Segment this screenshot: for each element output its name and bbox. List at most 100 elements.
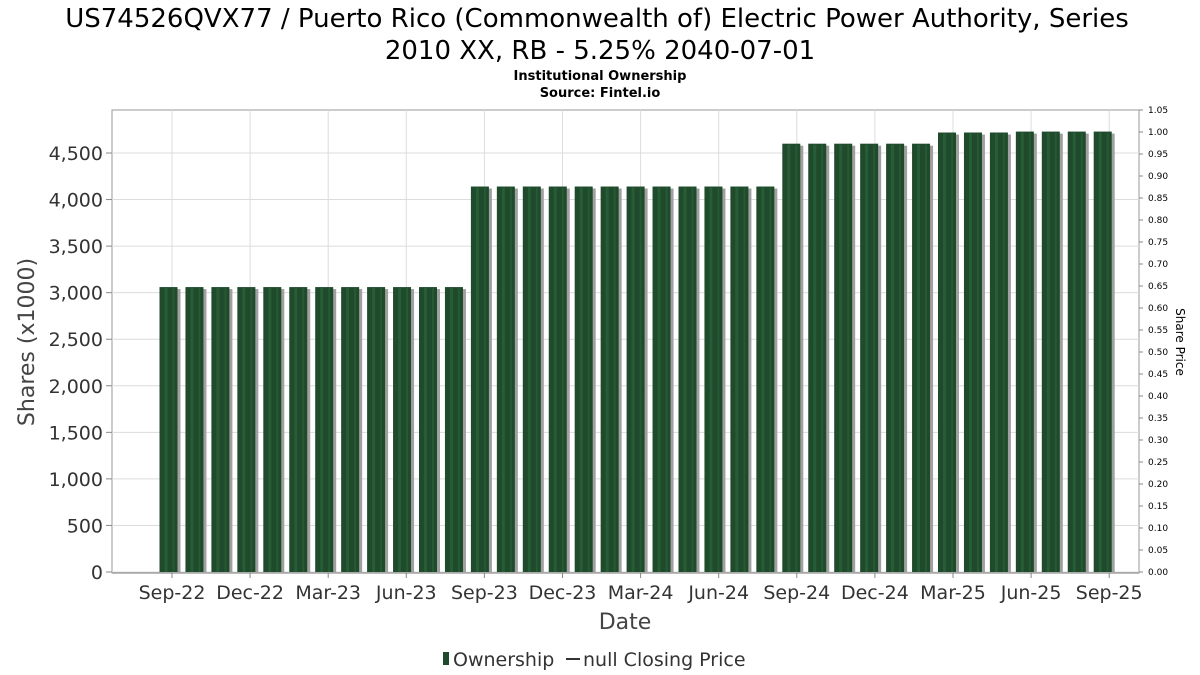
ownership-bar: [704, 186, 723, 572]
bar-highlight: [432, 288, 434, 572]
bar-highlight: [190, 288, 194, 572]
bar-highlight: [372, 288, 376, 572]
bar-highlight: [631, 187, 635, 572]
ownership-bar: [989, 132, 1008, 572]
x-axis-label: Date: [599, 610, 652, 635]
bar-highlight: [509, 187, 512, 572]
ownership-bar: [159, 287, 178, 572]
ownership-bar: [1015, 131, 1034, 572]
ownership-bar: [393, 287, 412, 572]
bar-highlight: [501, 187, 505, 572]
bar-highlight: [717, 187, 720, 572]
bar-highlight: [553, 187, 557, 572]
bar-highlight: [294, 288, 298, 572]
y2-tick-label: 0.50: [1148, 348, 1168, 358]
bar-highlight: [865, 144, 869, 572]
y-tick-label: 2,000: [49, 376, 103, 398]
bar-highlight: [164, 288, 168, 572]
bar-highlight: [873, 144, 876, 572]
bar-highlight: [639, 187, 642, 572]
ownership-bar: [963, 132, 982, 572]
ownership-bar: [574, 186, 593, 572]
y-tick-label: 0: [91, 562, 103, 584]
y2-tick-label: 0.95: [1148, 150, 1168, 160]
y2-tick-label: 0.45: [1148, 370, 1168, 380]
y2-tick-label: 0.15: [1148, 502, 1168, 512]
x-tick-label: Sep-22: [139, 582, 206, 604]
bar-highlight: [769, 187, 772, 572]
bar-highlight: [657, 187, 661, 572]
legend-ownership-label: Ownership: [453, 649, 554, 671]
bar-highlight: [951, 133, 953, 572]
bar-highlight: [735, 187, 739, 572]
x-tick-label: Dec-22: [216, 582, 284, 604]
bar-highlight: [1080, 132, 1083, 572]
bar-highlight: [527, 187, 531, 572]
ownership-bar: [1093, 131, 1112, 572]
x-tick-label: Sep-24: [763, 582, 830, 604]
y2-tick-label: 1.00: [1148, 128, 1168, 138]
right-y-axis: 0.00 0.05 0.10 0.15 0.20 0.25 0.30 0.35 0.40 0.45…: [1139, 106, 1168, 578]
ownership-bar: [237, 287, 256, 572]
bar-highlight: [250, 288, 253, 572]
y-axis-label: Shares (x1000): [15, 258, 40, 426]
y-tick-label: 2,500: [49, 329, 103, 351]
bar-highlight: [535, 187, 538, 572]
ownership-bar: [1067, 131, 1086, 572]
bar-highlight: [743, 187, 746, 572]
x-tick-label: Jun-23: [375, 582, 437, 604]
y-tick-label: 1,500: [49, 422, 103, 444]
bar-highlight: [424, 288, 427, 572]
y2-tick-label: 0.20: [1148, 480, 1168, 490]
bar-highlight: [328, 288, 331, 572]
y-tick-label: 4,000: [49, 190, 103, 212]
y2-tick-label: 0.70: [1148, 260, 1168, 270]
ownership-bar: [444, 287, 463, 572]
bar-highlight: [709, 187, 713, 572]
chart-source: Source: Fintel.io: [540, 86, 661, 101]
bar-highlight: [605, 187, 609, 572]
bar-highlight: [1098, 132, 1102, 572]
ownership-bar: [834, 143, 853, 572]
y2-tick-label: 0.40: [1148, 392, 1168, 402]
y2-tick-label: 1.05: [1148, 106, 1168, 116]
y2-tick-label: 0.05: [1148, 546, 1168, 556]
y-tick-label: 1,000: [49, 469, 103, 491]
bar-highlight: [847, 144, 850, 572]
bar-highlight: [172, 288, 175, 572]
x-tick-label: Dec-23: [529, 582, 597, 604]
bar-highlight: [216, 288, 220, 572]
ownership-bar: [419, 287, 437, 572]
bar-highlight: [1072, 132, 1076, 572]
ownership-bar: [1041, 131, 1060, 572]
bar-highlight: [683, 187, 687, 572]
ownership-bar: [185, 287, 204, 572]
y2-tick-label: 0.10: [1148, 524, 1168, 534]
ownership-bar: [886, 143, 905, 572]
x-tick-label: Sep-25: [1076, 582, 1143, 604]
ownership-bar: [548, 186, 567, 572]
bar-highlight: [839, 144, 843, 572]
ownership-bar: [600, 186, 619, 572]
bar-highlight: [475, 187, 479, 572]
bar-highlight: [1020, 132, 1024, 572]
bar-highlight: [1002, 133, 1005, 572]
y2-tick-label: 0.30: [1148, 436, 1168, 446]
bar-highlight: [968, 133, 972, 572]
x-tick-label: Mar-23: [295, 582, 361, 604]
ownership-bar: [756, 186, 775, 572]
ownership-bar: [860, 143, 879, 572]
bar-highlight: [813, 144, 817, 572]
y2-tick-label: 0.00: [1148, 568, 1168, 578]
bar-highlight: [398, 288, 402, 572]
bar-highlight: [483, 187, 486, 572]
ownership-bar: [652, 186, 671, 572]
ownership-bars: [159, 131, 1115, 572]
bar-highlight: [380, 288, 383, 572]
bar-highlight: [761, 187, 765, 572]
ownership-bar: [782, 143, 801, 572]
bar-highlight: [925, 144, 928, 572]
ownership-bar: [341, 287, 360, 572]
ownership-bar: [367, 287, 386, 572]
